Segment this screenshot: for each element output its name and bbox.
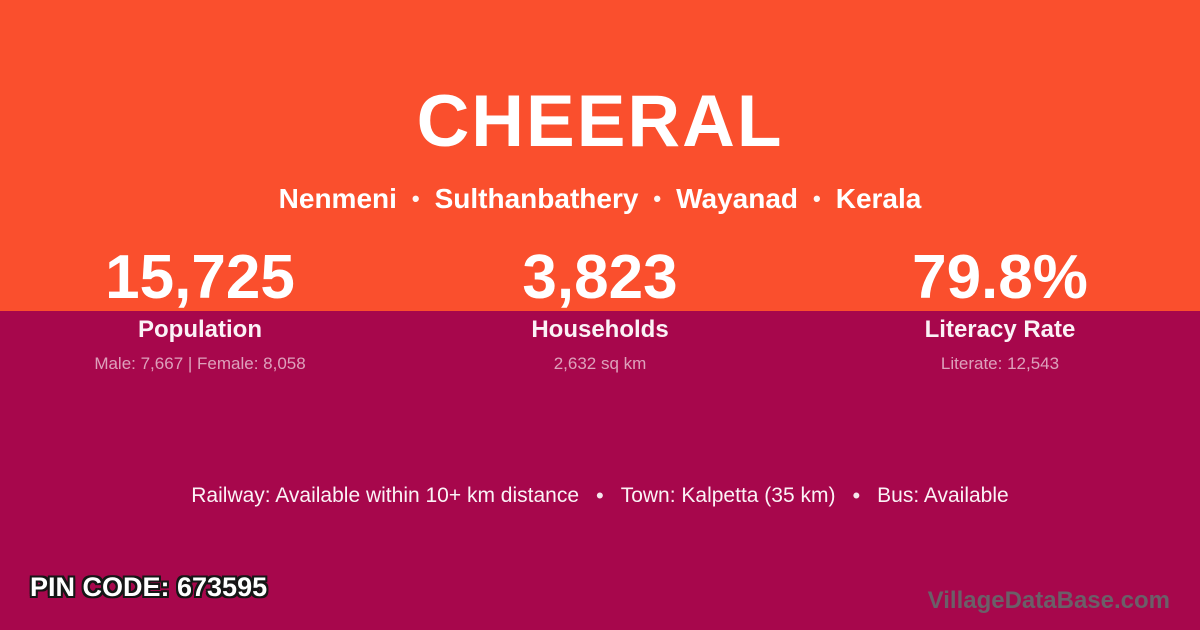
households-detail: 2,632 sq km [553, 354, 647, 373]
bullet-separator: • [411, 186, 420, 211]
population-label: Population [138, 316, 262, 343]
pin-code-text: PIN CODE: 673595 [30, 572, 268, 602]
population-value: 15,725 [105, 243, 295, 312]
facility-bus: Bus: Available [877, 484, 1009, 507]
bullet-separator: • [596, 483, 604, 508]
location-part-taluk: Sulthanbathery [434, 183, 639, 214]
bullet-separator: • [653, 186, 662, 211]
village-name-title: CHEERAL [416, 81, 784, 162]
households-label: Households [531, 316, 669, 343]
stat-literacy: 79.8% Literacy Rate Literate: 12,543 [800, 247, 1200, 374]
stat-households: 3,823 Households 2,632 sq km [400, 247, 800, 374]
hero-background [0, 0, 1200, 311]
bullet-separator: • [852, 483, 861, 508]
population-detail: Male: 7,667 | Female: 8,058 [94, 354, 306, 373]
facility-railway: Railway: Available within 10+ km distanc… [191, 484, 579, 507]
site-watermark: VillageDataBase.com [927, 587, 1170, 614]
literacy-value: 79.8% [912, 243, 1088, 312]
households-value: 3,823 [522, 243, 678, 312]
stat-population: 15,725 Population Male: 7,667 | Female: … [0, 247, 400, 374]
location-part-state: Kerala [835, 183, 922, 214]
literacy-label: Literacy Rate [924, 316, 1076, 343]
location-breadcrumb: Nenmeni • Sulthanbathery • Wayanad • Ker… [0, 183, 1200, 215]
facility-town: Town: Kalpetta (35 km) [620, 484, 836, 507]
literacy-detail: Literate: 12,543 [940, 354, 1060, 373]
facilities-line: Railway: Available within 10+ km distanc… [0, 483, 1200, 509]
bullet-separator: • [813, 186, 821, 211]
location-part-district: Wayanad [676, 183, 799, 214]
location-part-village: Nenmeni [278, 183, 397, 214]
stats-row: 15,725 Population Male: 7,667 | Female: … [0, 247, 1200, 374]
